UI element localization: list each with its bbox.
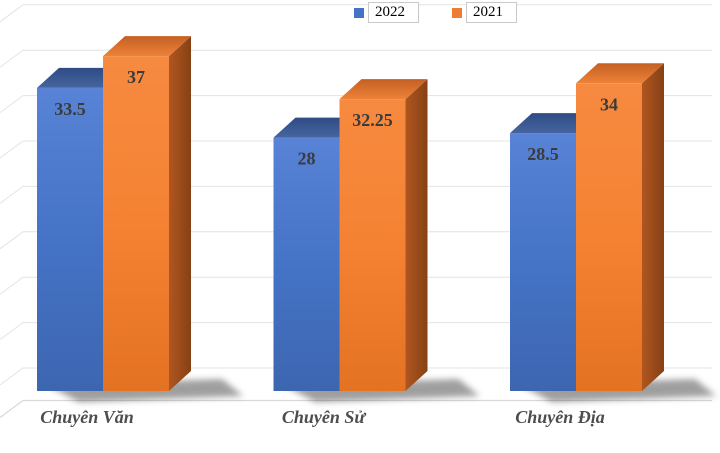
category-label-2: Chuyên Địa: [515, 407, 605, 427]
bar-2021-2-top[interactable]: [576, 63, 664, 84]
bar-2021-2-front[interactable]: [576, 83, 642, 392]
legend-label-2021: 2021: [466, 2, 517, 23]
data-label-2022-1: 28: [298, 149, 316, 169]
gridline: [0, 95, 712, 114]
data-label-2021-1: 32.25: [352, 110, 393, 130]
bar-2022-0-front[interactable]: [37, 87, 103, 391]
bar-2021-1-top[interactable]: [339, 79, 428, 100]
category-label-0: Chuyên Văn: [40, 407, 134, 427]
legend-swatch-2021-icon: [452, 7, 462, 18]
legend-item-2021[interactable]: 2021: [452, 2, 517, 23]
bar-2022-2-front[interactable]: [510, 133, 576, 391]
bar-2021-1-front[interactable]: [339, 99, 406, 391]
bar-2021-2-side[interactable]: [642, 63, 664, 392]
legend-item-2022[interactable]: 2022: [354, 2, 419, 23]
gridline: [0, 49, 712, 68]
bar-2022-1-front[interactable]: [273, 137, 340, 391]
gridline: [0, 322, 712, 341]
category-label-1: Chuyên Sử: [282, 407, 367, 427]
legend-swatch-2022-icon: [354, 7, 364, 18]
data-label-2021-0: 37: [127, 67, 145, 87]
bar-2021-0-side[interactable]: [169, 36, 191, 392]
floor-line: [0, 399, 712, 419]
gridline: [0, 276, 712, 295]
bar-2021-1-side[interactable]: [405, 79, 428, 391]
gridline: [0, 367, 712, 386]
legend-label-2022: 2022: [368, 2, 419, 23]
bar-2021-0-front[interactable]: [103, 56, 169, 392]
gridline: [0, 185, 712, 204]
chart-legend: 2022 2021: [354, 2, 517, 23]
gridline: [0, 231, 712, 250]
bar-2021-0-top[interactable]: [103, 36, 191, 57]
data-label-2021-2: 34: [600, 94, 618, 114]
data-label-2022-2: 28.5: [527, 144, 559, 164]
data-label-2022-0: 33.5: [54, 99, 86, 119]
gridline: [0, 140, 712, 159]
